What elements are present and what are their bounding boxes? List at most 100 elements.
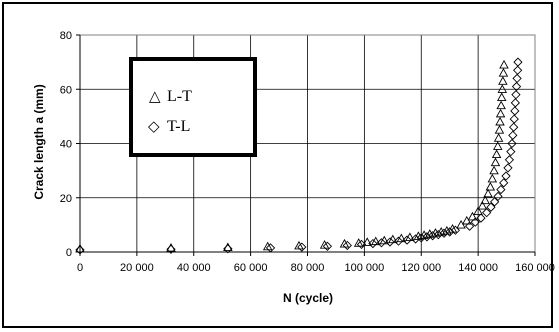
data-point-t-l <box>509 122 519 132</box>
data-point-t-l <box>513 65 523 75</box>
legend: △ L-T ◇ T-L <box>129 57 257 157</box>
y-tick-label: 20 <box>60 193 72 205</box>
data-point-t-l <box>507 138 517 149</box>
data-point-t-l <box>342 240 352 251</box>
data-point-t-l <box>511 90 521 100</box>
data-point-l-t <box>496 92 507 102</box>
data-point-t-l <box>416 233 426 243</box>
data-point-l-t <box>494 125 505 134</box>
data-point-t-l <box>482 208 492 218</box>
y-axis-ticks: 0 20 40 60 80 <box>60 30 80 259</box>
data-point-l-t <box>467 211 478 221</box>
data-point-l-t <box>353 238 364 247</box>
series-t-l <box>75 57 523 255</box>
data-point-t-l <box>422 232 432 242</box>
data-point-l-t <box>456 219 466 229</box>
data-point-t-l <box>393 236 404 246</box>
data-point-l-t <box>499 59 509 69</box>
x-axis-ticks: 0 20 000 40 000 60 000 80 000 100 000 120 000 1… <box>77 252 555 274</box>
data-point-t-l <box>508 130 518 140</box>
x-tick-label: 100 000 <box>344 262 384 274</box>
data-point-t-l <box>501 171 511 181</box>
data-point-t-l <box>476 213 486 223</box>
data-point-t-l <box>265 243 276 253</box>
data-point-l-t <box>493 133 504 142</box>
x-tick-label: 40 000 <box>177 262 211 274</box>
legend-label-t-l: T-L <box>167 118 190 135</box>
y-tick-label: 60 <box>60 84 72 96</box>
data-point-l-t <box>485 181 496 191</box>
legend-triangle-icon: △ <box>149 87 161 105</box>
data-point-l-t <box>319 240 330 249</box>
data-point-l-t <box>489 165 499 175</box>
data-point-t-l <box>499 178 509 188</box>
data-point-t-l <box>356 239 367 250</box>
data-point-t-l <box>427 231 438 241</box>
x-tick-label: 120 000 <box>401 262 441 274</box>
data-point-t-l <box>368 238 378 249</box>
data-point-t-l <box>410 234 421 244</box>
data-point-t-l <box>166 244 176 254</box>
legend-label-l-t: L-T <box>167 88 192 105</box>
data-point-t-l <box>486 202 496 212</box>
data-point-t-l <box>464 221 475 231</box>
data-point-l-t <box>491 149 502 159</box>
data-point-t-l <box>510 98 521 108</box>
x-tick-label: 160 000 <box>515 262 555 274</box>
data-point-l-t <box>294 240 304 250</box>
data-point-t-l <box>223 244 233 254</box>
data-point-t-l <box>450 225 461 235</box>
data-point-l-t <box>362 237 372 246</box>
data-point-t-l <box>511 81 522 92</box>
y-tick-label: 40 <box>60 139 72 151</box>
data-point-t-l <box>385 237 395 247</box>
data-point-t-l <box>376 238 387 248</box>
y-tick-label: 80 <box>60 30 72 42</box>
data-point-t-l <box>433 230 443 240</box>
y-tick-label: 0 <box>66 247 72 259</box>
data-point-t-l <box>439 228 449 238</box>
data-point-l-t <box>496 100 506 110</box>
data-point-t-l <box>510 106 520 116</box>
x-axis-label: N (cycle) <box>283 291 333 305</box>
x-tick-label: 80 000 <box>291 262 325 274</box>
data-point-t-l <box>75 245 85 255</box>
data-point-l-t <box>497 84 508 93</box>
chart-frame <box>2 2 553 328</box>
y-axis-label: Crack length a (mm) <box>32 84 46 199</box>
data-point-t-l <box>496 184 506 195</box>
data-point-t-l <box>506 147 516 157</box>
data-point-t-l <box>512 73 522 84</box>
data-point-l-t <box>483 188 493 198</box>
data-point-t-l <box>504 155 515 165</box>
data-point-l-t <box>492 141 503 150</box>
x-tick-label: 60 000 <box>234 262 268 274</box>
data-point-l-t <box>477 200 488 210</box>
x-tick-label: 20 000 <box>120 262 154 274</box>
data-point-l-t <box>487 173 498 183</box>
legend-box <box>129 57 257 157</box>
data-point-t-l <box>509 114 519 124</box>
data-point-t-l <box>489 197 500 207</box>
data-point-t-l <box>493 191 503 202</box>
data-point-l-t <box>461 215 472 225</box>
data-point-l-t <box>480 195 490 205</box>
data-point-l-t <box>490 157 501 167</box>
legend-diamond-icon: ◇ <box>148 117 160 135</box>
data-point-t-l <box>402 235 412 245</box>
data-point-t-l <box>445 227 455 237</box>
data-point-l-t <box>495 108 506 118</box>
data-point-t-l <box>503 163 513 173</box>
data-point-t-l <box>322 241 333 251</box>
data-point-t-l <box>513 57 523 67</box>
data-point-l-t <box>262 241 273 251</box>
x-tick-label: 140 000 <box>458 262 498 274</box>
data-point-t-l <box>297 242 307 252</box>
data-point-l-t <box>495 116 505 126</box>
data-point-l-t <box>498 68 509 77</box>
data-point-l-t <box>473 206 483 215</box>
x-tick-label: 0 <box>77 262 83 274</box>
data-point-t-l <box>470 217 480 227</box>
data-point-l-t <box>498 76 508 85</box>
